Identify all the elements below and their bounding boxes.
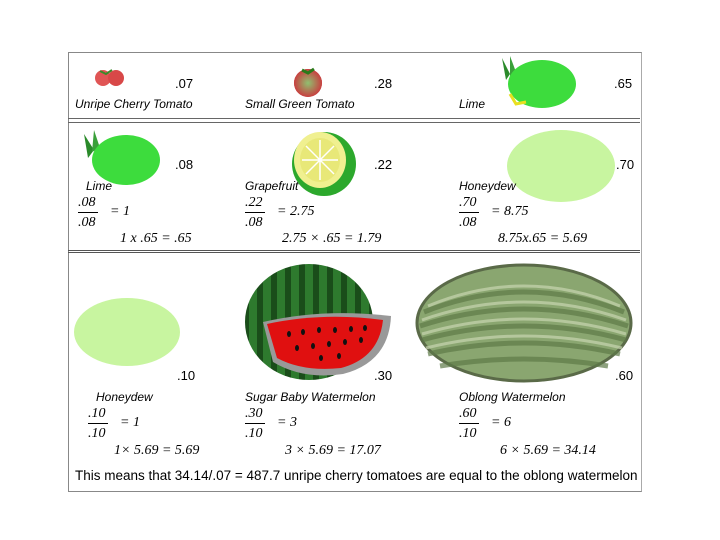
cherry-tomato-value: .07: [175, 76, 194, 91]
honeydew-icon: [74, 298, 180, 366]
honeydew-fraction-result: = 8.75: [491, 204, 529, 219]
divider-row2: [68, 250, 640, 253]
honeydew2-fraction: .10.10: [88, 406, 108, 441]
oblong-watermelon-icon: [415, 263, 633, 383]
green-tomato-icon: [294, 67, 322, 97]
grapefruit-fraction: .22.08: [245, 195, 265, 230]
lime2-fraction: .08.08: [78, 195, 98, 230]
lime-value: .65: [614, 76, 633, 91]
oblong-fraction-result: = 6: [491, 415, 511, 430]
cherry-tomato-icon: [95, 69, 124, 86]
sugar-baby-fraction-result: = 3: [277, 415, 297, 430]
honeydew2-product: 1× 5.69 = 5.69: [114, 443, 200, 458]
oblong-value: .60: [615, 368, 634, 383]
oblong-fraction: .60.10: [459, 406, 479, 441]
honeydew-fraction: .70.08: [459, 195, 479, 230]
sugar-baby-label: Sugar Baby Watermelon: [245, 390, 376, 404]
sugar-baby-fraction: .30.10: [245, 406, 265, 441]
honeydew-icon: [507, 130, 615, 202]
green-tomato-value: .28: [374, 76, 393, 91]
divider-row1b: [68, 122, 640, 123]
grapefruit-fraction-result: = 2.75: [277, 204, 315, 219]
grapefruit-product: 2.75 × .65 = 1.79: [282, 231, 382, 246]
lime2-product: 1 x .65 = .65: [120, 231, 192, 246]
lime2-value: .08: [175, 157, 194, 172]
sugar-baby-product: 3 × 5.69 = 17.07: [285, 443, 381, 458]
honeydew2-label: Honeydew: [96, 390, 153, 404]
oblong-label: Oblong Watermelon: [459, 390, 566, 404]
grapefruit-label: Grapefruit: [245, 179, 299, 193]
green-tomato-label: Small Green Tomato: [245, 97, 355, 111]
divider-row1: [68, 118, 640, 119]
cherry-tomato-label: Unripe Cherry Tomato: [75, 97, 193, 111]
oblong-product: 6 × 5.69 = 34.14: [500, 443, 596, 458]
lime-label: Lime: [459, 97, 486, 111]
sugar-baby-value: .30: [374, 368, 393, 383]
lime2-label: Lime: [86, 179, 113, 193]
lime-icon: [84, 130, 160, 185]
honeydew2-value: .10: [177, 368, 196, 383]
watermelon-icon: [245, 264, 391, 380]
honeydew-value: .70: [616, 157, 635, 172]
summary-text: This means that 34.14/.07 = 487.7 unripe…: [75, 468, 638, 483]
grapefruit-icon: [292, 132, 356, 196]
lime2-fraction-result: = 1: [110, 204, 130, 219]
grapefruit-value: .22: [374, 157, 393, 172]
honeydew-product: 8.75x.65 = 5.69: [498, 231, 588, 246]
honeydew-label: Honeydew: [459, 179, 516, 193]
honeydew2-fraction-result: = 1: [120, 415, 140, 430]
lime-icon: [502, 56, 576, 108]
